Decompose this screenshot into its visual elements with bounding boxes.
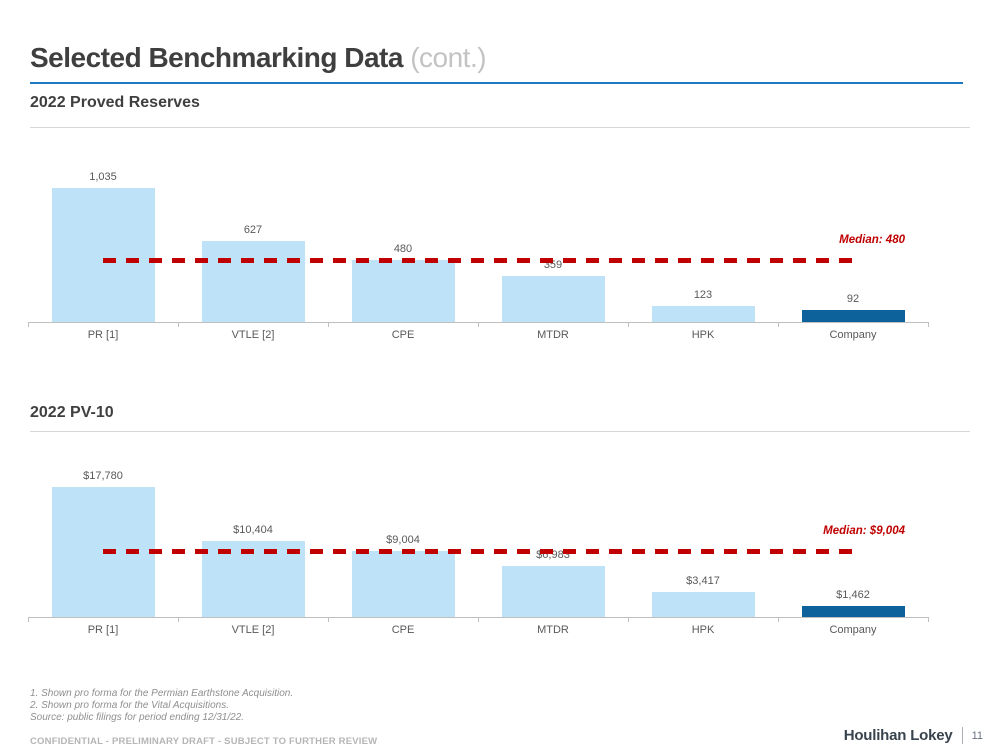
page-title: Selected Benchmarking Data (cont.) <box>30 42 487 74</box>
bar-value-label: $1,462 <box>836 589 870 601</box>
bar <box>651 306 755 322</box>
axis-tick <box>778 617 779 622</box>
axis-tick <box>28 617 29 622</box>
category-label: Company <box>829 624 877 636</box>
bar-value-label: $10,404 <box>233 524 273 536</box>
category-label: CPE <box>391 329 415 341</box>
axis-tick <box>628 617 629 622</box>
bar <box>501 276 605 322</box>
footnote-line: Source: public filings for period ending… <box>30 712 245 723</box>
axis-tick <box>478 617 479 622</box>
category-label: MTDR <box>537 329 569 341</box>
category-label: VTLE [2] <box>231 624 275 636</box>
section-title-pv10: 2022 PV-10 <box>30 404 114 421</box>
bar-value-label: 1,035 <box>89 171 117 183</box>
bar-value-label: $9,004 <box>386 534 420 546</box>
title-accent-rule <box>30 82 963 84</box>
median-line <box>103 258 856 263</box>
bar-value-label: 92 <box>846 293 860 305</box>
footnote-line: 1. Shown pro forma for the Permian Earth… <box>30 688 294 699</box>
bar-value-label: $17,780 <box>83 470 123 482</box>
axis-tick <box>328 322 329 327</box>
page-number: 11 <box>971 729 983 742</box>
median-line <box>103 549 856 554</box>
axis-tick <box>778 322 779 327</box>
bar-chart-pv10: $17,780 PR [1] $10,404 VTLE [2] $9,004 CPE $6,… <box>28 436 933 636</box>
bar <box>651 592 755 617</box>
category-label: HPK <box>691 624 715 636</box>
brand-logo-text: Houlihan Lokey <box>843 727 953 744</box>
bar-value-label: 480 <box>393 243 413 255</box>
bar <box>201 241 305 322</box>
category-label: PR [1] <box>87 329 119 341</box>
bar-chart-proved-reserves: 1,035 PR [1] 627 VTLE [2] 480 CPE 359 MTDR 123 HP… <box>28 130 933 345</box>
category-label: VTLE [2] <box>231 329 275 341</box>
footnote-line: 2. Shown pro forma for the Vital Acquisi… <box>30 700 229 711</box>
category-label: Company <box>829 329 877 341</box>
bar <box>801 606 905 617</box>
axis-tick <box>628 322 629 327</box>
axis-tick <box>178 322 179 327</box>
bar <box>501 566 605 617</box>
axis-tick <box>928 322 929 327</box>
brand-divider <box>961 727 963 744</box>
category-label: PR [1] <box>87 624 119 636</box>
median-label: Median: 480 <box>839 234 905 246</box>
bar-value-label: 123 <box>693 289 713 301</box>
section-rule <box>30 431 970 432</box>
footer-brand: Houlihan Lokey 11 <box>844 727 983 744</box>
category-label: CPE <box>391 624 415 636</box>
category-label: HPK <box>691 329 715 341</box>
page-title-suffix: (cont.) <box>410 42 487 73</box>
bar-value-label: 627 <box>243 224 263 236</box>
section-rule <box>30 127 970 128</box>
category-label: MTDR <box>537 624 569 636</box>
axis-tick <box>28 322 29 327</box>
bar <box>351 551 455 617</box>
bar <box>351 260 455 322</box>
bar-value-label: $3,417 <box>686 575 720 587</box>
axis-tick <box>178 617 179 622</box>
page-title-main: Selected Benchmarking Data <box>30 42 403 73</box>
confidential-note: CONFIDENTIAL - PRELIMINARY DRAFT - SUBJE… <box>30 736 378 747</box>
axis-tick <box>328 617 329 622</box>
bar <box>801 310 905 322</box>
median-label: Median: $9,004 <box>823 525 905 537</box>
section-title-proved-reserves: 2022 Proved Reserves <box>30 94 200 111</box>
footnotes: 1. Shown pro forma for the Permian Earth… <box>30 688 293 724</box>
axis-tick <box>928 617 929 622</box>
axis-tick <box>478 322 479 327</box>
bar <box>51 188 155 322</box>
